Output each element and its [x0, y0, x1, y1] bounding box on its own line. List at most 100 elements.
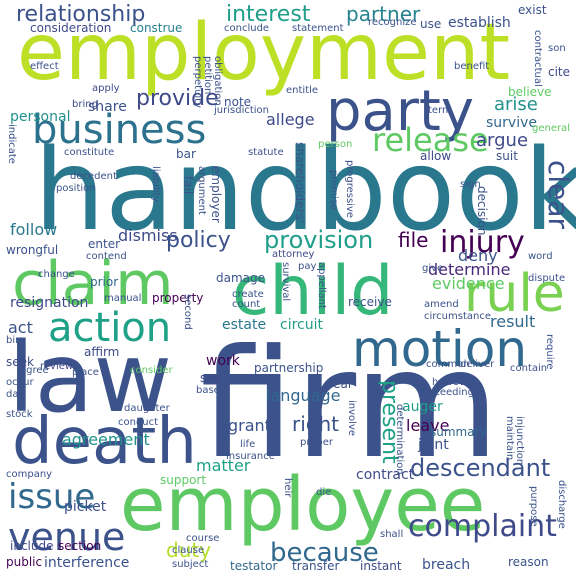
- word-agree: agree: [20, 365, 49, 376]
- word-heir: heir: [282, 478, 293, 498]
- word-child: child: [232, 252, 394, 331]
- word-constitute: constitute: [64, 147, 115, 158]
- word-firm: firm: [200, 318, 500, 492]
- word-leave: leave: [406, 416, 450, 435]
- word-shall: shall: [380, 529, 404, 540]
- word-auger: auger: [402, 399, 443, 415]
- word-follow: follow: [10, 220, 58, 239]
- word-language: language: [266, 386, 341, 405]
- word-partnership: partnership: [254, 361, 324, 375]
- word-consideration: consideration: [30, 21, 112, 35]
- word-receive: receive: [348, 295, 392, 309]
- word-common: common: [426, 359, 470, 370]
- word-duty: duty: [166, 538, 212, 562]
- word-liability: liability: [150, 166, 161, 203]
- word-enter: enter: [88, 237, 121, 251]
- word-indicate: indicate: [6, 124, 17, 164]
- word-effect: effect: [30, 61, 59, 72]
- word-conduct: conduct: [118, 417, 159, 428]
- word-relationship: relationship: [16, 2, 146, 27]
- word-personal: personal: [10, 109, 71, 125]
- word-maintain: maintain: [504, 416, 515, 461]
- word-employer: employer: [209, 166, 223, 223]
- word-employee: employee: [120, 462, 486, 548]
- word-provide: provide: [136, 86, 219, 111]
- word-argue: argue: [476, 130, 529, 151]
- word-determine: determine: [428, 260, 511, 279]
- word-dispute: dispute: [528, 273, 566, 284]
- word-course: course: [186, 533, 220, 544]
- word-act: act: [8, 318, 33, 337]
- word-apply: apply: [92, 83, 120, 94]
- word-decedent: decedent: [70, 171, 117, 182]
- word-year: year: [326, 377, 353, 391]
- word-party: party: [326, 79, 474, 144]
- word-subject: subject: [172, 559, 209, 570]
- word-amend: amend: [424, 299, 459, 310]
- word-include: include: [10, 539, 54, 553]
- word-picket: picket: [64, 499, 107, 515]
- word-petition: petition: [202, 56, 213, 95]
- word-seek: seek: [6, 355, 34, 369]
- word-property: property: [152, 291, 204, 305]
- word-result: result: [490, 312, 536, 331]
- word-right: right: [292, 412, 339, 436]
- word-agreement: agreement: [62, 430, 150, 449]
- word-consider: consider: [130, 365, 173, 376]
- word-wrongful: wrongful: [6, 243, 59, 257]
- word-survive: survive: [486, 115, 537, 131]
- word-premise: premise: [328, 170, 339, 211]
- word-however: however: [432, 377, 475, 388]
- word-joint: joint: [418, 437, 449, 453]
- word-contain: contain: [510, 363, 548, 374]
- word-general: general: [532, 123, 571, 134]
- word-company: company: [6, 469, 53, 480]
- word-purpose: purpose: [528, 486, 539, 527]
- word-require: require: [544, 334, 555, 370]
- word-determination: determination: [394, 404, 405, 475]
- word-support: support: [160, 473, 207, 487]
- word-arise: arise: [494, 94, 538, 115]
- word-jurisdiction: jurisdiction: [214, 105, 269, 116]
- word-dismiss: dismiss: [118, 226, 178, 245]
- word-review: review: [40, 361, 74, 372]
- word-death: death: [12, 405, 197, 479]
- word-recognize: recognize: [368, 17, 417, 28]
- word-employment: employment: [17, 8, 511, 98]
- word-second: second: [182, 294, 193, 330]
- word-entitle: entitle: [286, 85, 319, 96]
- word-involve: involve: [346, 400, 357, 437]
- word-affirm: affirm: [84, 345, 120, 359]
- word-because: because: [270, 538, 379, 568]
- word-sign: sign: [460, 179, 481, 190]
- word-law: law: [8, 322, 173, 434]
- word-construe: construe: [130, 21, 183, 35]
- word-motion: motion: [352, 320, 528, 378]
- word-contract: contract: [356, 467, 415, 483]
- word-descendant: descendant: [410, 454, 551, 482]
- word-issue: issue: [8, 477, 96, 517]
- word-business: business: [32, 107, 207, 153]
- word-reason: reason: [508, 555, 549, 569]
- word-cite: cite: [548, 65, 571, 79]
- word-base: base: [196, 385, 220, 396]
- word-decision: decision: [475, 186, 489, 236]
- word-grant: grant: [228, 416, 271, 435]
- word-estate: estate: [222, 317, 267, 333]
- word-complaint: complaint: [408, 509, 557, 544]
- word-note: note: [224, 95, 252, 109]
- word-evidence: evidence: [432, 274, 505, 293]
- word-summary: summary: [430, 425, 487, 439]
- word-policy: policy: [166, 228, 231, 253]
- word-partner: partner: [346, 2, 421, 26]
- word-appellant: appellant: [316, 262, 327, 309]
- word-give: give: [422, 263, 444, 274]
- word-matter: matter: [196, 456, 251, 475]
- word-venue: venue: [8, 515, 126, 559]
- word-perpetuity: perpetuity: [192, 56, 203, 108]
- word-count: count: [232, 299, 261, 310]
- word-claim: claim: [12, 249, 174, 319]
- word-share: share: [88, 99, 127, 115]
- word-create: create: [232, 289, 264, 300]
